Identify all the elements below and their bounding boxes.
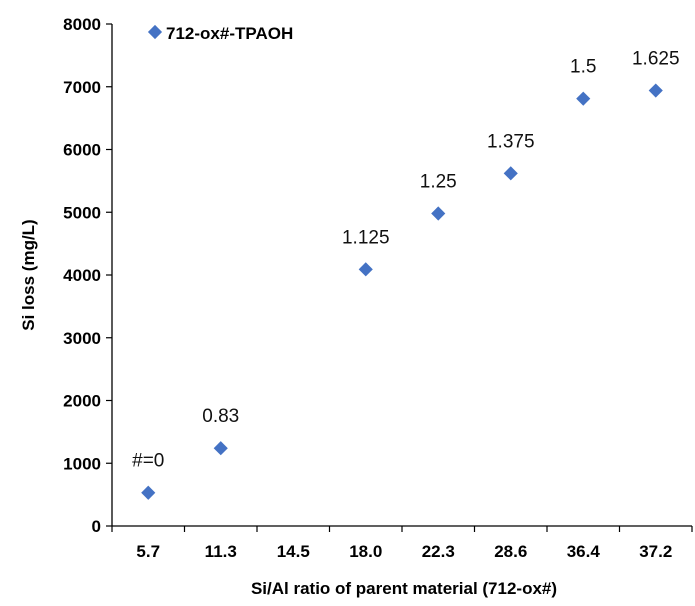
y-tick-label: 6000	[63, 141, 101, 160]
x-tick-label: 22.3	[422, 542, 455, 561]
x-axis-title: Si/Al ratio of parent material (712-ox#)	[251, 579, 557, 598]
data-label: 1.625	[632, 49, 680, 70]
data-point	[648, 83, 663, 98]
data-point	[503, 166, 518, 181]
y-axis-title: Si loss (mg/L)	[19, 219, 38, 330]
legend-label: 712-ox#-TPAOH	[166, 24, 293, 43]
data-point	[213, 441, 228, 456]
y-tick-label: 3000	[63, 329, 101, 348]
y-axis-ticks: 0 1000 2000 3000 4000 5000 6000 7000 8000	[63, 15, 112, 536]
y-tick-label: 8000	[63, 15, 101, 34]
y-tick-label: 7000	[63, 78, 101, 97]
x-tick-label: 5.7	[136, 542, 160, 561]
y-tick-label: 5000	[63, 203, 101, 222]
y-tick-label: 4000	[63, 266, 101, 285]
legend: 712-ox#-TPAOH	[147, 24, 293, 43]
x-tick-label: 28.6	[494, 542, 527, 561]
data-label: 1.5	[570, 57, 596, 78]
data-point	[358, 262, 373, 277]
x-tick-label: 18.0	[349, 542, 382, 561]
x-axis-ticks: 5.7 11.3 14.5 18.0 22.3 28.6 36.4 37.2	[111, 526, 693, 561]
y-tick-label: 1000	[63, 454, 101, 473]
y-tick-label: 0	[92, 517, 101, 536]
data-labels: #=0 0.83 1.125 1.25 1.375 1.5 1.625	[132, 49, 679, 472]
x-tick-label: 36.4	[567, 542, 601, 561]
axes	[111, 24, 692, 527]
data-label: #=0	[132, 451, 164, 472]
x-tick-label: 11.3	[205, 542, 237, 561]
data-point	[576, 91, 591, 106]
data-label: 1.125	[342, 227, 390, 248]
data-point	[141, 485, 156, 500]
x-tick-label: 14.5	[277, 542, 310, 561]
legend-marker	[147, 24, 163, 40]
data-label: 1.25	[420, 172, 457, 193]
data-points	[141, 83, 663, 500]
data-label: 0.83	[202, 406, 239, 427]
x-tick-label: 37.2	[639, 542, 672, 561]
data-point	[431, 206, 446, 221]
data-label: 1.375	[487, 131, 535, 152]
y-tick-label: 2000	[63, 392, 101, 411]
